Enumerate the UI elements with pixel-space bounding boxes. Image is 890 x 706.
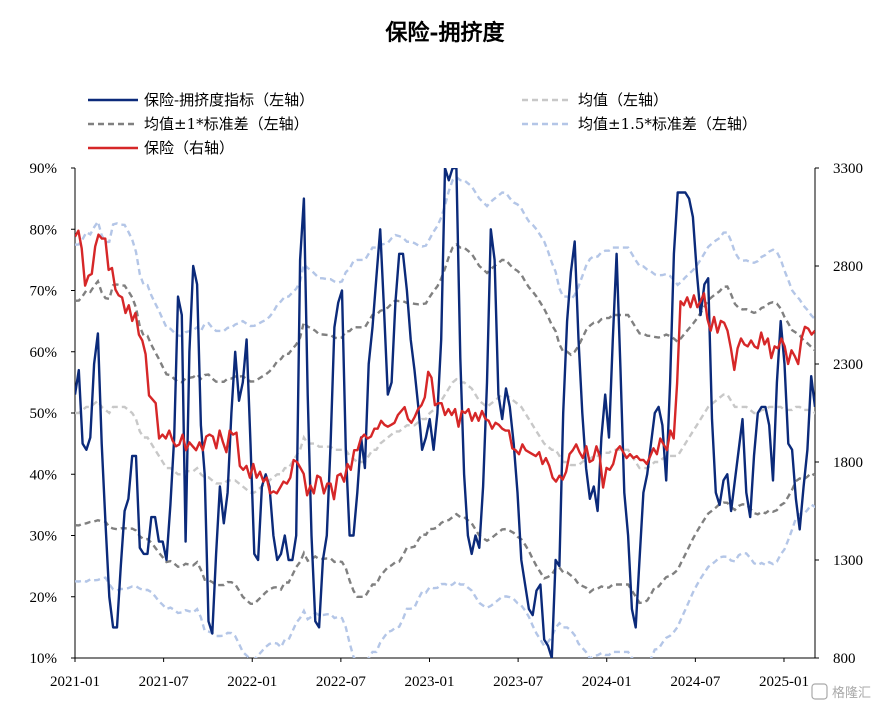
band-1-5-sd-lower-line (75, 503, 815, 658)
x-tick-label: 2021-01 (50, 674, 100, 690)
x-tick-label: 2023-01 (404, 674, 454, 690)
watermark-text: 格隆汇 (832, 685, 871, 701)
y-left-tick-label: 20% (30, 590, 58, 606)
y-right-tick-label: 2800 (833, 259, 863, 275)
legend-label-band1: 均值±1*标准差（左轴） (144, 115, 309, 133)
y-left-tick-label: 60% (30, 345, 58, 361)
y-right-tick-label: 3300 (833, 161, 863, 177)
y-left-tick-label: 50% (30, 406, 58, 422)
plot-area (75, 168, 815, 658)
y-left-tick-label: 40% (30, 467, 58, 483)
legend-label-band15: 均值±1.5*标准差（左轴） (578, 115, 757, 133)
band-1-5-sd-upper-line (75, 175, 815, 338)
x-tick-label: 2021-07 (139, 674, 189, 690)
y-left-tick-label: 70% (30, 284, 58, 300)
x-tick-label: 2024-01 (582, 674, 632, 690)
band-1-sd-upper-line (75, 243, 815, 384)
crowd-index-line (75, 168, 815, 658)
x-tick-label: 2023-07 (493, 674, 543, 690)
y-left-tick-label: 90% (30, 161, 58, 177)
band-1-sd-lower-line (75, 471, 815, 606)
y-right-tick-label: 800 (833, 651, 856, 667)
y-right-tick-label: 1800 (833, 455, 863, 471)
x-tick-label: 2022-07 (316, 674, 366, 690)
y-left-tick-label: 80% (30, 222, 58, 238)
x-tick-label: 2022-01 (227, 674, 277, 690)
watermark-logo-icon (811, 683, 828, 700)
watermark: 格隆汇 (811, 683, 871, 701)
legend-label-mean: 均值（左轴） (578, 91, 668, 109)
y-left-tick-label: 10% (30, 651, 58, 667)
insurance-price-line (75, 229, 815, 501)
legend: 保险-拥挤度指标（左轴） 均值（左轴） 均值±1*标准差（左轴） 均值±1.5*标准差… (88, 91, 757, 157)
legend-label-price: 保险（右轴） (144, 139, 234, 157)
mean-line (75, 377, 815, 494)
y-right-tick-label: 2300 (833, 357, 863, 373)
x-tick-label: 2025-01 (759, 674, 809, 690)
y-left-tick-label: 30% (30, 529, 58, 545)
axes: 10% 20% 30% 40% 50% 60% 70% 80% 90% 800 1300 1800 23… (30, 161, 864, 690)
x-tick-label: 2024-07 (670, 674, 720, 690)
y-right-tick-label: 1300 (833, 553, 863, 569)
chart-title: 保险-拥挤度 (384, 20, 505, 46)
legend-label-crowd: 保险-拥挤度指标（左轴） (144, 91, 314, 109)
series-group (75, 168, 815, 658)
